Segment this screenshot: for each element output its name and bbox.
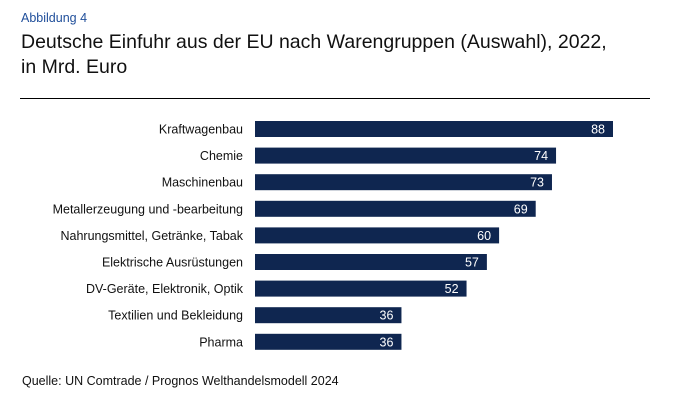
- bar: [255, 307, 402, 324]
- bar: [255, 280, 467, 297]
- bar: [255, 333, 402, 350]
- data-label: 60: [477, 229, 491, 243]
- category-label: Nahrungsmittel, Getränke, Tabak: [60, 229, 243, 243]
- bar: [255, 147, 557, 164]
- category-label: Textilien und Bekleidung: [108, 309, 243, 323]
- category-label: Maschinenbau: [162, 176, 243, 190]
- data-label: 69: [514, 202, 528, 216]
- data-label: 36: [380, 309, 394, 323]
- data-label: 36: [380, 335, 394, 349]
- category-label: Metallerzeugung und -bearbeitung: [53, 202, 243, 216]
- category-label: DV-Geräte, Elektronik, Optik: [86, 282, 244, 296]
- bar: [255, 121, 613, 137]
- category-label: Elektrische Ausrüstungen: [102, 256, 243, 270]
- chart-title: Deutsche Einfuhr aus der EU nach Warengr…: [21, 30, 661, 80]
- bar: [255, 227, 500, 244]
- data-label: 52: [445, 282, 459, 296]
- figure-label: Abbildung 4: [21, 11, 88, 25]
- category-label: Kraftwagenbau: [159, 123, 243, 137]
- data-label: 73: [530, 176, 544, 190]
- data-label: 57: [465, 256, 479, 270]
- source-note: Quelle: UN Comtrade / Prognos Welthandel…: [22, 374, 339, 388]
- bar: [255, 200, 536, 217]
- bar: [255, 254, 487, 270]
- data-label: 88: [591, 123, 605, 137]
- bar: [255, 174, 552, 191]
- category-label: Pharma: [199, 335, 243, 349]
- chart-title-line-2: in Mrd. Euro: [21, 56, 128, 78]
- category-label: Chemie: [200, 149, 243, 163]
- chart-title-line-1: Deutsche Einfuhr aus der EU nach Warengr…: [21, 31, 607, 53]
- title-divider: [20, 98, 650, 99]
- data-label: 74: [534, 149, 548, 163]
